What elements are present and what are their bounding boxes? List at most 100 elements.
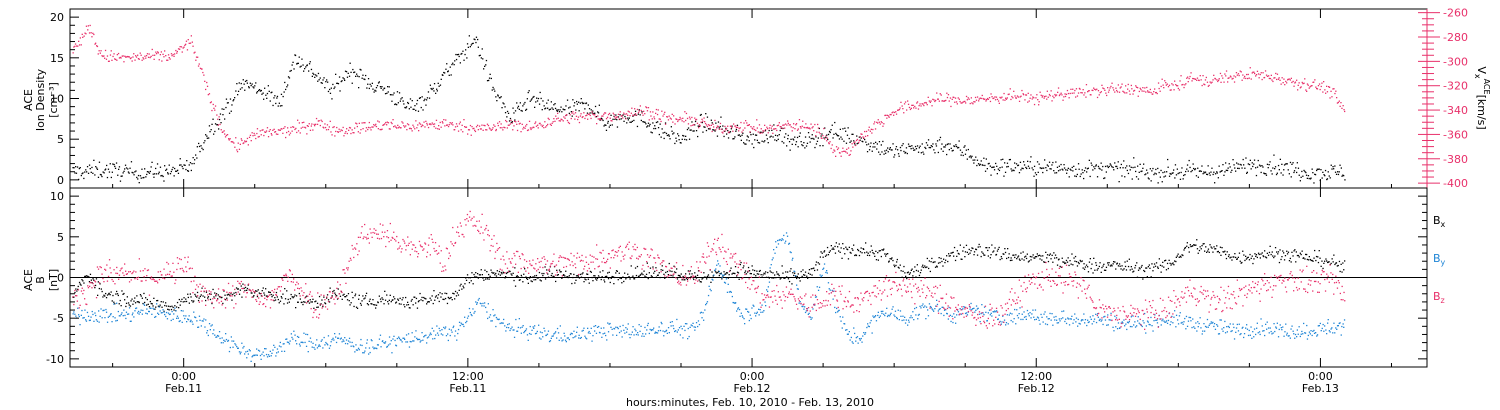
bx-point — [891, 257, 893, 259]
by-point — [425, 334, 427, 336]
by-point — [181, 321, 183, 323]
bx-point — [196, 291, 199, 294]
bx-point — [361, 300, 363, 302]
density-point — [211, 123, 213, 125]
vx-point — [1326, 85, 1328, 87]
bx-point — [1002, 253, 1004, 255]
bx-point — [1064, 262, 1066, 265]
density-point — [165, 169, 167, 171]
vx-point — [292, 126, 294, 128]
density-point — [1190, 171, 1192, 173]
density-point — [981, 164, 983, 166]
bx-point — [455, 295, 458, 297]
bx-point — [936, 265, 938, 267]
vx-point — [467, 129, 470, 131]
density-point — [367, 78, 370, 80]
vx-point — [147, 56, 150, 58]
bx-point — [538, 271, 541, 274]
density-point — [932, 143, 934, 145]
vx-point — [566, 119, 569, 122]
density-point — [673, 132, 675, 134]
density-point — [571, 115, 573, 117]
by-point — [174, 307, 176, 309]
vx-point — [517, 120, 520, 122]
density-point — [76, 166, 79, 168]
by-point — [576, 326, 578, 328]
density-point — [1296, 162, 1298, 164]
density-point — [924, 146, 926, 149]
vx-point — [337, 131, 339, 133]
by-point — [209, 329, 211, 331]
by-point — [309, 337, 312, 339]
vx-point — [539, 122, 541, 124]
density-point — [492, 86, 494, 89]
density-point — [723, 135, 725, 138]
by-point — [591, 340, 593, 342]
by-point — [359, 344, 362, 346]
density-point — [937, 151, 939, 154]
vx-point — [691, 116, 693, 119]
by-point — [633, 334, 635, 336]
density-point — [1167, 158, 1169, 161]
vx-point — [460, 129, 462, 131]
by-point — [329, 345, 332, 347]
bx-point — [254, 292, 256, 294]
by-point — [485, 306, 487, 309]
density-point — [763, 141, 765, 143]
bx-point — [987, 255, 989, 257]
vx-point — [1214, 78, 1217, 80]
by-point — [578, 337, 580, 339]
density-point — [782, 127, 784, 130]
density-point — [650, 131, 652, 133]
by-point — [259, 354, 262, 357]
density-point — [1253, 159, 1256, 161]
bx-point — [102, 296, 104, 298]
by-point — [277, 351, 279, 353]
vx-point — [650, 115, 652, 117]
density-point — [547, 107, 549, 109]
density-point — [228, 112, 231, 114]
bx-point — [619, 277, 621, 279]
density-point — [375, 90, 377, 92]
bx-point — [209, 298, 212, 301]
vx-point — [413, 126, 415, 128]
density-point — [162, 175, 164, 178]
bx-point — [141, 297, 143, 299]
vx-point — [370, 129, 372, 131]
vx-point — [1037, 99, 1039, 101]
by-point — [386, 345, 389, 348]
vx-point — [277, 129, 280, 131]
density-point — [393, 92, 395, 94]
bx-point — [484, 269, 486, 271]
vx-point — [1032, 96, 1034, 98]
vx-point — [770, 127, 772, 129]
bx-point — [986, 247, 988, 249]
by-point — [303, 332, 305, 334]
vx-point — [1098, 94, 1100, 96]
density-point — [399, 100, 401, 102]
by-point — [255, 354, 257, 356]
bx-point — [628, 276, 630, 278]
by-point — [508, 323, 510, 325]
density-point — [909, 145, 911, 148]
vx-point — [471, 126, 473, 128]
vx-point — [234, 146, 236, 148]
by-point — [607, 322, 609, 324]
by-point — [503, 318, 505, 321]
by-point — [103, 309, 105, 311]
vx-point — [124, 55, 126, 57]
bx-point — [295, 307, 297, 309]
bx-point — [1234, 253, 1236, 255]
vx-point — [744, 127, 746, 129]
vx-point — [764, 129, 767, 131]
bx-point — [531, 280, 533, 283]
vx-point — [967, 97, 969, 99]
bx-point — [1040, 255, 1042, 257]
density-point — [436, 90, 438, 92]
density-point — [737, 134, 739, 136]
vx-point — [1109, 87, 1111, 89]
vx-point — [869, 130, 871, 132]
vx-point — [1008, 93, 1010, 95]
density-point — [237, 90, 240, 92]
vx-point — [350, 132, 352, 135]
